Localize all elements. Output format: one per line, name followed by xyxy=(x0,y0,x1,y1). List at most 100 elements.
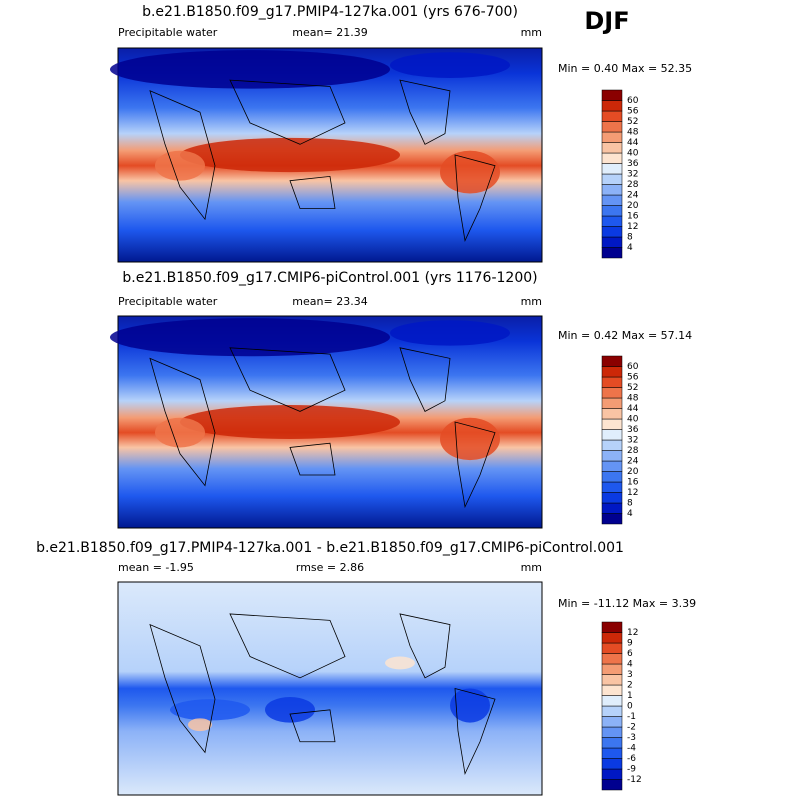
colorbar-bin xyxy=(601,674,623,686)
panel-left-label: mean = -1.95 xyxy=(118,561,194,574)
colorbar-label: 52 xyxy=(627,117,638,127)
map-blob xyxy=(110,50,390,89)
map-blob xyxy=(440,417,500,461)
panel-units: mm xyxy=(521,26,542,39)
map-blob xyxy=(170,699,250,721)
coastline xyxy=(229,347,346,412)
colorbar-bin xyxy=(601,695,623,707)
colorbar-bin xyxy=(601,205,623,217)
panel-title: b.e21.B1850.f09_g17.CMIP6-piControl.001 … xyxy=(122,270,537,286)
colorbar-label: 36 xyxy=(627,425,639,435)
min-max: Min = 0.42 Max = 57.14 xyxy=(558,329,692,342)
map-blob xyxy=(450,688,490,723)
colorbar-bin xyxy=(601,663,623,675)
map-blob xyxy=(180,405,400,439)
colorbar-label: 44 xyxy=(627,138,639,148)
colorbar-label: 16 xyxy=(627,478,639,488)
map-blob xyxy=(385,656,415,670)
map-blob xyxy=(265,697,315,723)
colorbar-label: 60 xyxy=(627,362,639,372)
colorbar-bin xyxy=(601,142,623,154)
colorbar-bin xyxy=(601,163,623,175)
colorbar-label: 12 xyxy=(627,488,638,498)
colorbar-label: 24 xyxy=(627,457,639,467)
colorbar-bin xyxy=(601,397,623,409)
colorbar-label: 44 xyxy=(627,404,639,414)
coastline xyxy=(289,175,336,209)
panel-left-label: Precipitable water xyxy=(118,295,218,308)
colorbar-bin xyxy=(601,726,623,738)
colorbar-label: 28 xyxy=(627,180,639,190)
colorbar-bin xyxy=(601,450,623,462)
map-blob xyxy=(188,718,212,732)
colorbar-label: 32 xyxy=(627,170,638,180)
colorbar-bin xyxy=(601,152,623,164)
panel-center-label: rmse = 2.86 xyxy=(296,561,364,574)
coastline xyxy=(454,421,496,509)
colorbar-bin xyxy=(601,460,623,472)
coastline xyxy=(454,154,496,242)
coastline xyxy=(454,687,496,776)
colorbar-bin xyxy=(601,737,623,749)
colorbar-label: -9 xyxy=(627,765,636,775)
colorbar-label: 4 xyxy=(627,660,633,670)
coastline xyxy=(229,613,346,679)
colorbar-label: -6 xyxy=(627,754,636,764)
colorbar-bin xyxy=(601,684,623,696)
coastline xyxy=(229,79,346,145)
colorbar-label: 4 xyxy=(627,509,633,519)
colorbar-bin xyxy=(601,173,623,185)
map-blob xyxy=(110,318,390,357)
colorbar-bin xyxy=(601,194,623,206)
colorbar-bin xyxy=(601,247,623,259)
colorbar-label: 1 xyxy=(627,691,633,701)
colorbar-label: 32 xyxy=(627,436,638,446)
map-blob xyxy=(155,417,205,448)
colorbar-bin xyxy=(601,236,623,248)
map-blob xyxy=(180,137,400,173)
colorbar-label: 4 xyxy=(627,243,633,253)
colorbar-bin xyxy=(601,492,623,504)
colorbar-bin xyxy=(601,121,623,133)
colorbar-bin xyxy=(601,621,623,633)
colorbar-bin xyxy=(601,387,623,399)
colorbar-bin xyxy=(601,439,623,451)
map-blob xyxy=(390,320,510,346)
colorbar-bin xyxy=(601,632,623,644)
coastline xyxy=(399,347,451,412)
colorbar-label: 28 xyxy=(627,446,639,456)
colorbar-bin xyxy=(601,131,623,143)
colorbar-label: 40 xyxy=(627,415,639,425)
colorbar-label: -2 xyxy=(627,723,636,733)
panel-left-label: Precipitable water xyxy=(118,26,218,39)
coastline xyxy=(399,613,451,679)
min-max: Min = 0.40 Max = 52.35 xyxy=(558,62,692,75)
panel-units: mm xyxy=(521,561,542,574)
colorbar-bin xyxy=(601,429,623,441)
colorbar-label: -12 xyxy=(627,775,642,785)
colorbar-label: 3 xyxy=(627,670,633,680)
colorbar-bin xyxy=(601,366,623,378)
colorbar-label: 20 xyxy=(627,201,639,211)
colorbar-bin xyxy=(601,502,623,514)
colorbar-label: 12 xyxy=(627,628,638,638)
colorbar-label: 16 xyxy=(627,212,639,222)
coastline xyxy=(289,709,336,743)
colorbar-label: 60 xyxy=(627,96,639,106)
coastline xyxy=(289,442,336,476)
colorbar-label: 48 xyxy=(627,128,639,138)
colorbar-label: 12 xyxy=(627,222,638,232)
colorbar-bin xyxy=(601,110,623,122)
colorbar-bin xyxy=(601,215,623,227)
colorbar-bin xyxy=(601,89,623,101)
colorbar-bin xyxy=(601,513,623,525)
colorbar-bin xyxy=(601,642,623,654)
season-label: DJF xyxy=(584,7,629,35)
colorbar-bin xyxy=(601,653,623,665)
colorbar-bin xyxy=(601,376,623,388)
colorbar-bin xyxy=(601,747,623,759)
map-field xyxy=(117,581,543,796)
panel-center-label: mean= 21.39 xyxy=(292,26,367,39)
panel-units: mm xyxy=(521,295,542,308)
